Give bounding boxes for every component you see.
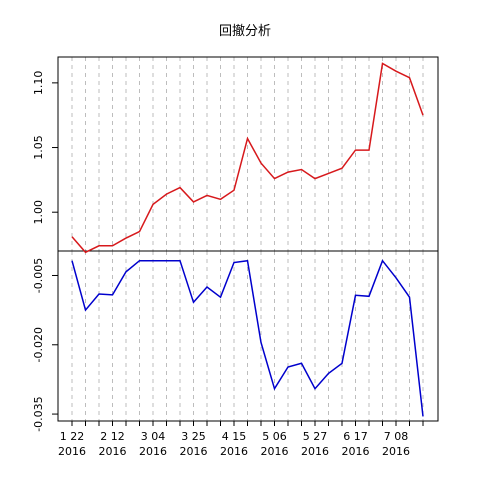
bottom-panel-y-axis: -0.005 -0.020 -0.035 [32, 258, 58, 432]
x-tick-label-year: 2016 [342, 445, 370, 458]
y-tick-label: 1.05 [32, 135, 45, 160]
x-tick-label-year: 2016 [261, 445, 289, 458]
y-tick-label: 1.10 [32, 71, 45, 96]
x-tick-label-year: 2016 [58, 445, 86, 458]
x-tick-label-year: 2016 [139, 445, 167, 458]
x-tick-label-date: 1 22 [60, 430, 85, 443]
x-tick-label-year: 2016 [382, 445, 410, 458]
x-tick-label-year: 2016 [99, 445, 127, 458]
drawdown-line [71, 259, 424, 417]
x-tick-label-year: 2016 [180, 445, 208, 458]
x-tick-label-year: 2016 [220, 445, 248, 458]
x-tick-label-date: 5 06 [262, 430, 287, 443]
x-tick-label-date: 7 08 [384, 430, 409, 443]
top-panel-y-axis: 1.00 1.05 1.10 [32, 71, 58, 225]
cumulative-return-line [71, 62, 424, 254]
y-tick-label: -0.020 [32, 327, 45, 362]
x-tick-label-year: 2016 [301, 445, 329, 458]
y-tick-label: -0.035 [32, 396, 45, 431]
x-tick-label-date: 4 15 [222, 430, 247, 443]
top-panel-grid [71, 57, 424, 251]
x-tick-label-date: 2 12 [100, 430, 125, 443]
x-tick-label-date: 3 04 [141, 430, 166, 443]
bottom-panel-grid [71, 251, 424, 421]
y-tick-label: 1.00 [32, 200, 45, 225]
x-axis: 1 22 2016 2 12 2016 3 04 2016 3 25 2016 4 15 2016… [58, 421, 424, 458]
x-tick-label-date: 6 17 [343, 430, 368, 443]
x-tick-label-date: 5 27 [303, 430, 328, 443]
chart-title: 回撤分析 [219, 23, 271, 39]
x-tick-label-date: 3 25 [181, 430, 206, 443]
y-tick-label: -0.005 [32, 258, 45, 293]
